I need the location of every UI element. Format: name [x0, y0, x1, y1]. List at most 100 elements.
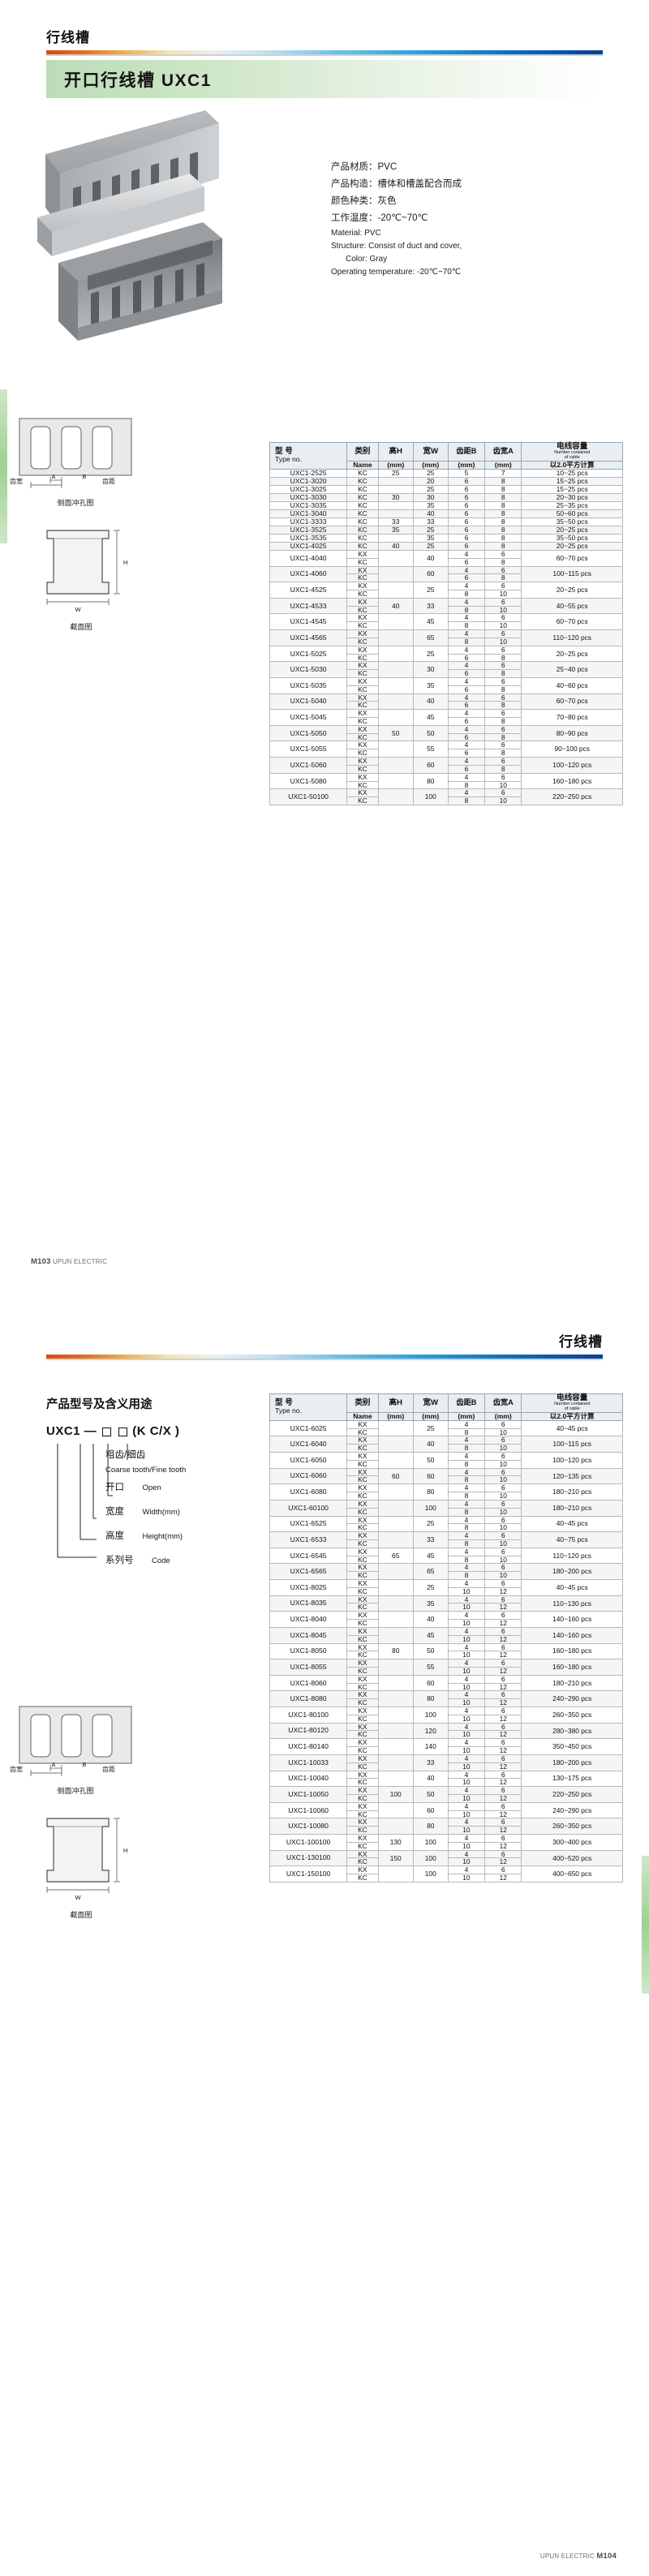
- footer-code-2: M104: [596, 2552, 617, 2561]
- cell-tooth-width: 6: [484, 724, 522, 734]
- cell-tooth-width: 8: [484, 525, 522, 535]
- th-capacity-sub: 以2.0平方计算: [521, 460, 623, 470]
- cell-category: KC: [346, 484, 379, 494]
- cell-tooth-pitch: 10: [447, 1714, 486, 1724]
- cell-category: KX: [346, 1531, 379, 1540]
- cell-width: 65: [412, 1563, 449, 1581]
- cell-width: 40: [412, 693, 449, 711]
- cell-height: [377, 661, 414, 678]
- legend-cn-code: 系列号: [105, 1556, 134, 1565]
- table-row: KC 6 8: [270, 669, 623, 678]
- cell-model: UXC1-6525: [269, 1515, 348, 1533]
- cell-height: [377, 565, 414, 583]
- cell-tooth-width: 8: [484, 509, 522, 518]
- table-row: UXC1-100100 KX 130 100 4 6 300~400 pcs: [269, 1834, 623, 1851]
- cell-tooth-width: 8: [484, 476, 522, 486]
- cell-model: UXC1-5060: [269, 757, 348, 774]
- cell-height: [377, 1595, 414, 1612]
- cell-width: 80: [412, 1818, 449, 1835]
- cell-capacity: 100~120 pcs: [521, 1452, 623, 1469]
- cell-capacity: 180~210 pcs: [521, 1483, 623, 1501]
- cell-category: KC: [346, 1507, 379, 1517]
- cell-model: UXC1-4060: [269, 565, 348, 583]
- cell-width: 33: [412, 517, 449, 526]
- cell-model: UXC1-5030: [269, 661, 348, 678]
- cell-model: UXC1-130100: [269, 1849, 348, 1867]
- cell-model: UXC1-4525: [269, 582, 348, 599]
- cell-tooth-pitch: 10: [447, 1793, 486, 1803]
- table-row: UXC1-8045 KX 45 4 6 140~160 pcs: [269, 1626, 623, 1644]
- cell-tooth-pitch: 10: [447, 1666, 486, 1676]
- label-tooth-width: 齿宽: [10, 478, 23, 485]
- cell-model: UXC1-5025: [269, 645, 348, 663]
- cell-model: UXC1-10060: [269, 1801, 348, 1819]
- spec-material-cn: 产品材质：PVC: [331, 162, 398, 172]
- cell-tooth-pitch: 6: [447, 685, 486, 694]
- cell-tooth-width: 12: [484, 1666, 522, 1676]
- cell-tooth-pitch: 4: [447, 1834, 486, 1843]
- cell-model: UXC1-60100: [269, 1499, 348, 1517]
- cell-width: 100: [412, 1865, 449, 1883]
- cell-tooth-pitch: 4: [447, 1626, 486, 1636]
- footer-code: M103: [31, 1257, 51, 1266]
- table-row: UXC1-6533 KX 33 4 6 40~75 pcs: [269, 1531, 623, 1548]
- cell-model: UXC1-5035: [269, 676, 348, 694]
- table-row: UXC1-10033 KX 33 4 6 180~200 pcs: [269, 1754, 623, 1771]
- cell-height: [377, 1626, 414, 1644]
- cell-tooth-width: 6: [484, 1659, 522, 1668]
- table-header-row-1: 型 号 Type no. 类别 高H 宽W 齿距B 齿宽A 电线容量 Numbe…: [269, 442, 623, 470]
- cell-tooth-pitch: 4: [447, 597, 486, 607]
- cell-category: KX: [346, 1786, 379, 1795]
- cell-width: 20: [412, 476, 449, 486]
- th2-tooth-width: 齿宽A: [484, 1393, 522, 1413]
- cell-model: UXC1-3535: [269, 533, 348, 543]
- cell-tooth-pitch: 10: [447, 1634, 486, 1644]
- page-footer-1: M103 UPUN ELECTRIC: [31, 1257, 107, 1266]
- side-punch-diagram: A B 齿宽 齿距 侧面冲孔图: [10, 414, 136, 508]
- th-model: 型 号 Type no.: [269, 442, 348, 470]
- cell-height: 33: [377, 517, 414, 526]
- cell-height: [377, 1436, 414, 1453]
- legend-row-open: 开口 Open: [105, 1479, 316, 1504]
- cell-tooth-width: 12: [484, 1746, 522, 1755]
- cell-category: KC: [346, 1841, 379, 1851]
- cell-tooth-pitch: 8: [447, 590, 486, 599]
- cell-tooth-width: 6: [484, 1626, 522, 1636]
- cell-tooth-pitch: 4: [447, 629, 486, 638]
- cell-category: KC: [346, 685, 379, 694]
- cell-model: UXC1-6040: [269, 1436, 348, 1453]
- cell-tooth-pitch: 10: [447, 1746, 486, 1755]
- cell-height: [377, 1690, 414, 1708]
- gradient-rule: [46, 50, 603, 54]
- cell-width: 33: [412, 1531, 449, 1548]
- cell-model: UXC1-3020: [269, 476, 348, 486]
- cell-category: KC: [346, 533, 379, 543]
- cell-height: [377, 1738, 414, 1755]
- naming-legend-rows: 粗齿/细齿 Coarse tooth/Fine tooth 开口 Open 宽度…: [105, 1447, 316, 1577]
- cell-category: KC: [346, 1666, 379, 1676]
- cell-tooth-pitch: 4: [447, 1786, 486, 1795]
- cell-category: KX: [346, 1834, 379, 1843]
- cell-capacity: 35~50 pcs: [521, 517, 623, 526]
- cell-capacity: 40~45 pcs: [521, 1515, 623, 1533]
- cell-tooth-pitch: 4: [447, 549, 486, 559]
- table-row: UXC1-5035 KX 35 4 6 40~60 pcs: [269, 676, 623, 694]
- table-row: UXC1-150100 KX 100 4 6 400~650 pcs: [269, 1865, 623, 1883]
- cell-tooth-width: 12: [484, 1874, 522, 1883]
- cell-capacity: 15~25 pcs: [521, 484, 623, 494]
- cell-width: 65: [412, 629, 449, 646]
- cell-category: KC: [346, 1492, 379, 1501]
- code-box-height: [101, 1427, 111, 1436]
- cell-model: UXC1-4040: [269, 549, 348, 567]
- cell-model: UXC1-8045: [269, 1626, 348, 1644]
- cell-category: KX: [346, 1801, 379, 1811]
- cell-tooth-pitch: 4: [447, 1659, 486, 1668]
- naming-code: UXC1 — (K C/X ): [46, 1424, 179, 1438]
- legend-row-tooth: 粗齿/细齿 Coarse tooth/Fine tooth: [105, 1447, 316, 1475]
- cross-section-caption: 截面图: [70, 623, 92, 631]
- cell-model: UXC1-5050: [269, 724, 348, 742]
- table-row: KC 10 12: [270, 1778, 623, 1788]
- cell-height: 65: [377, 1547, 414, 1565]
- cell-model: UXC1-50100: [269, 788, 348, 805]
- svg-text:W: W: [75, 1894, 81, 1901]
